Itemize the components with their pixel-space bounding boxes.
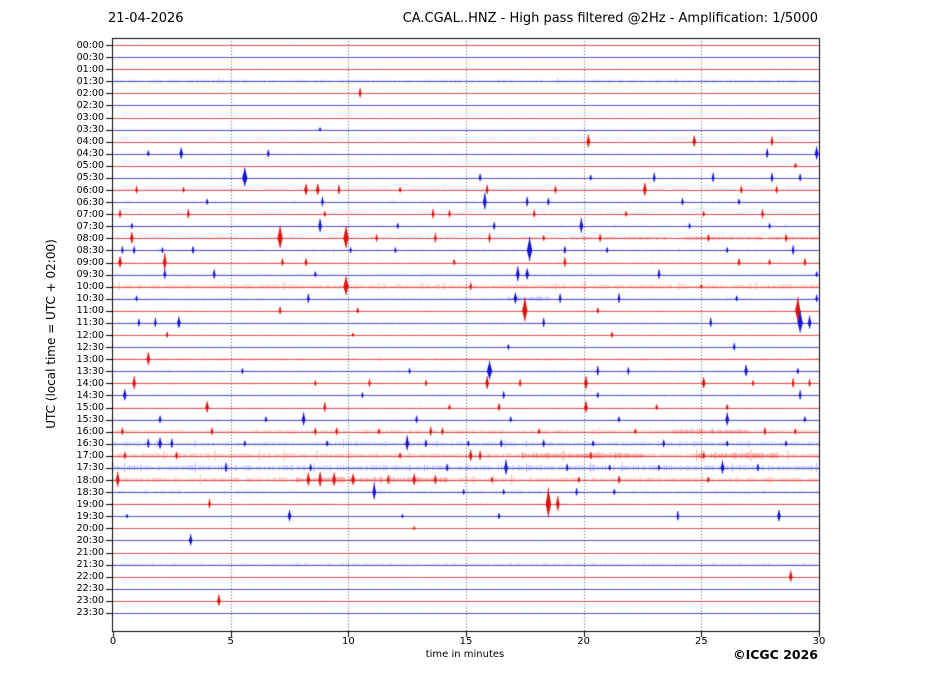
y-tick-label: 20:00 — [76, 522, 104, 534]
y-tick-label: 11:30 — [76, 317, 104, 329]
y-tick-label: 02:30 — [76, 99, 104, 111]
y-tick-label: 13:30 — [76, 365, 104, 377]
y-tick-label: 18:30 — [76, 486, 104, 498]
x-axis-label: time in minutes — [425, 649, 505, 660]
date-title: 21-04-2026 — [108, 11, 184, 26]
y-tick-label: 12:00 — [76, 329, 104, 341]
x-tick-label: 10 — [341, 636, 355, 647]
y-tick-label: 03:00 — [76, 112, 104, 123]
x-tick-label: 0 — [109, 636, 117, 647]
y-tick-label: 06:30 — [76, 196, 104, 208]
x-tick-label: 20 — [577, 636, 591, 647]
x-tick-label: 25 — [694, 636, 708, 647]
y-tick-label: 06:00 — [76, 184, 104, 196]
x-tick-label: 30 — [812, 636, 826, 647]
y-tick-label: 19:00 — [76, 498, 104, 510]
y-tick-label: 04:00 — [76, 136, 104, 148]
y-tick-label: 10:00 — [76, 281, 104, 293]
y-tick-label: 01:30 — [76, 75, 104, 87]
y-tick-label: 21:00 — [76, 547, 104, 559]
y-tick-label: 23:30 — [76, 607, 104, 619]
y-tick-label: 10:30 — [76, 293, 104, 305]
y-tick-label: 15:30 — [76, 414, 104, 426]
y-tick-label: 07:00 — [76, 208, 104, 220]
y-tick-label: 04:30 — [76, 148, 104, 160]
x-tick-label: 5 — [227, 636, 234, 647]
y-tick-label: 16:00 — [76, 426, 104, 438]
y-tick-label: 16:30 — [76, 438, 104, 450]
y-tick-label: 22:00 — [76, 571, 104, 583]
y-tick-label: 19:30 — [76, 510, 104, 522]
x-tick-label: 15 — [459, 636, 473, 647]
y-tick-label: 03:30 — [76, 124, 104, 136]
plot-title: CA.CGAL..HNZ - High pass filtered @2Hz -… — [402, 11, 818, 26]
y-tick-label: 14:00 — [76, 377, 104, 389]
y-tick-label: 00:00 — [76, 39, 104, 51]
y-tick-label: 18:00 — [76, 474, 104, 486]
y-tick-label: 21:30 — [76, 559, 104, 571]
y-tick-label: 17:00 — [76, 450, 104, 462]
y-tick-label: 20:30 — [76, 534, 104, 546]
y-tick-label: 05:30 — [76, 172, 104, 184]
y-tick-label: 13:00 — [76, 353, 104, 365]
y-tick-label: 12:30 — [76, 341, 104, 353]
copyright-credit: ©ICGC 2026 — [733, 647, 818, 662]
y-tick-label: 00:30 — [76, 51, 104, 63]
y-tick-label: 09:00 — [76, 257, 104, 269]
y-tick-label: 05:00 — [76, 160, 104, 172]
y-tick-label: 11:00 — [76, 305, 104, 317]
y-tick-label: 15:00 — [76, 402, 104, 414]
y-tick-label: 02:00 — [76, 87, 104, 99]
y-tick-label: 01:00 — [76, 63, 104, 75]
y-tick-label: 07:30 — [76, 220, 104, 232]
y-tick-label: 23:00 — [76, 595, 104, 607]
y-tick-label: 09:30 — [76, 269, 104, 281]
y-tick-label: 22:30 — [76, 583, 104, 595]
y-tick-label: 17:30 — [76, 462, 104, 474]
y-tick-label: 08:30 — [76, 244, 104, 256]
y-tick-label: 08:00 — [76, 232, 104, 244]
y-tick-label: 14:30 — [76, 389, 104, 401]
